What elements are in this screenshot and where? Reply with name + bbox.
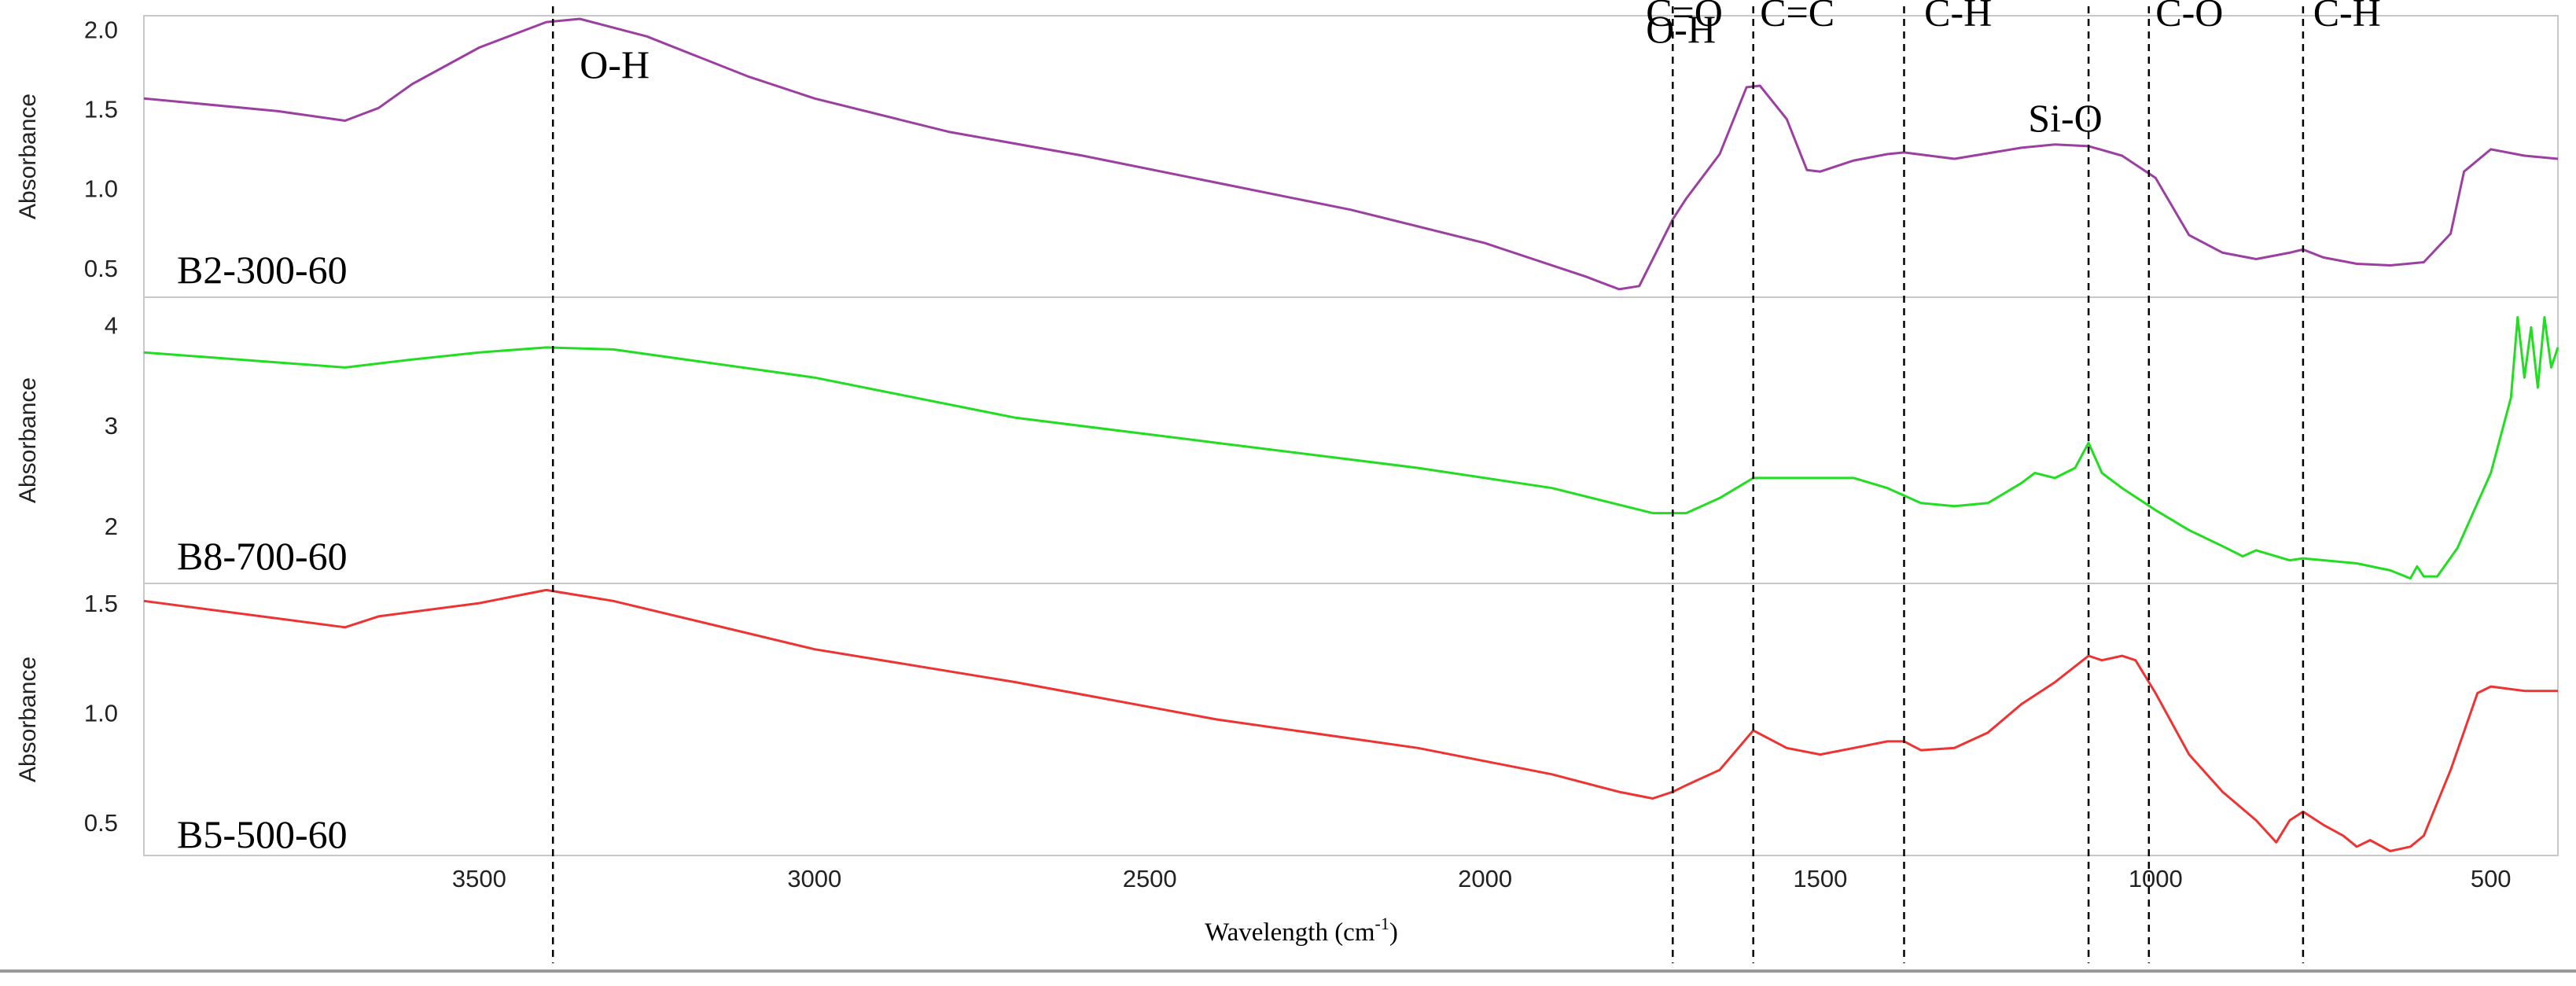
spectrum-b5-500-60 <box>143 588 2558 852</box>
band-label: C=O <box>1646 0 1723 35</box>
x-tick-label: 500 <box>2471 865 2512 892</box>
panel-b5-ylabel: Absorbance <box>15 657 41 782</box>
band-label: C-H <box>2313 0 2381 35</box>
panel-b8: Absorbance 4 3 2 B8-700-60 <box>15 296 2559 584</box>
x-axis-label-superscript: -1 <box>1375 914 1389 933</box>
band-label: O-H <box>1646 7 1716 51</box>
panel-b2-sample-label: B2-300-60 <box>177 248 348 292</box>
panel-b8-sample-label: B8-700-60 <box>177 534 348 578</box>
panel-b2: Absorbance 2.0 1.5 1.0 0.5 B2-300-60 <box>15 15 2559 298</box>
x-axis: 3500 3000 2500 2000 1500 1000 500 Wavele… <box>452 865 2512 947</box>
spectrum-b8-700-60 <box>143 316 2559 580</box>
band-labels: O-HC=OO-H C=C C-HSi-OC-O C-H <box>580 0 2381 140</box>
x-axis-label: Wavelength (cm-1) <box>1205 914 1398 947</box>
band-guides <box>551 6 2305 963</box>
panel-b8-plot-area <box>143 296 2559 584</box>
panel-b5-ytick: 0.5 <box>84 809 118 837</box>
panel-b8-yticks: 4 3 2 <box>105 311 118 540</box>
spectrum-b2-300-60 <box>143 17 2559 291</box>
x-tick-label: 1000 <box>2129 865 2183 892</box>
x-tick-label: 3500 <box>452 865 506 892</box>
panel-b2-ytick: 1.0 <box>84 175 118 203</box>
band-label: O-H <box>580 42 650 86</box>
x-tick-label: 2000 <box>1458 865 1512 892</box>
panel-b2-ytick: 2.0 <box>84 16 118 43</box>
band-label: C=C <box>1760 0 1834 35</box>
panel-b2-ytick: 0.5 <box>84 255 118 282</box>
panel-b5: Absorbance 1.5 1.0 0.5 B5-500-60 <box>15 583 2559 856</box>
panel-b8-ytick: 2 <box>105 513 118 540</box>
band-label: C-O <box>2155 0 2223 35</box>
x-tick-label: 1500 <box>1793 865 1847 892</box>
panel-b8-ytick: 4 <box>105 311 118 339</box>
panel-b2-plot-area <box>143 15 2559 298</box>
x-tick-label: 2500 <box>1123 865 1177 892</box>
panel-b2-ylabel: Absorbance <box>15 94 41 219</box>
x-axis-label-close: ) <box>1389 918 1398 947</box>
panel-b8-ylabel: Absorbance <box>15 377 41 503</box>
panel-b5-yticks: 1.5 1.0 0.5 <box>84 590 118 837</box>
panel-b5-ytick: 1.5 <box>84 590 118 617</box>
band-label: Si-O <box>2028 96 2102 140</box>
panel-b2-ytick: 1.5 <box>84 96 118 123</box>
x-axis-label-main: Wavelength (cm <box>1205 918 1375 947</box>
panel-b5-sample-label: B5-500-60 <box>177 812 348 856</box>
panel-b8-ytick: 3 <box>105 412 118 440</box>
x-tick-label: 3000 <box>787 865 841 892</box>
band-label: C-H <box>1924 0 1992 35</box>
panel-b5-ytick: 1.0 <box>84 700 118 727</box>
panel-b5-plot-area <box>143 583 2559 856</box>
panel-b2-yticks: 2.0 1.5 1.0 0.5 <box>84 16 118 281</box>
